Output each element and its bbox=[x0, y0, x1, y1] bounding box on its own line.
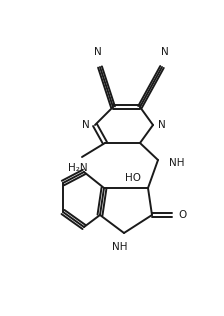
Text: NH: NH bbox=[169, 158, 185, 168]
Text: N: N bbox=[94, 47, 102, 57]
Text: NH: NH bbox=[112, 242, 128, 252]
Text: N: N bbox=[158, 120, 166, 130]
Text: N: N bbox=[161, 47, 169, 57]
Text: HO: HO bbox=[125, 173, 141, 183]
Text: N: N bbox=[82, 120, 90, 130]
Text: H₂N: H₂N bbox=[68, 163, 88, 173]
Text: O: O bbox=[178, 210, 186, 220]
